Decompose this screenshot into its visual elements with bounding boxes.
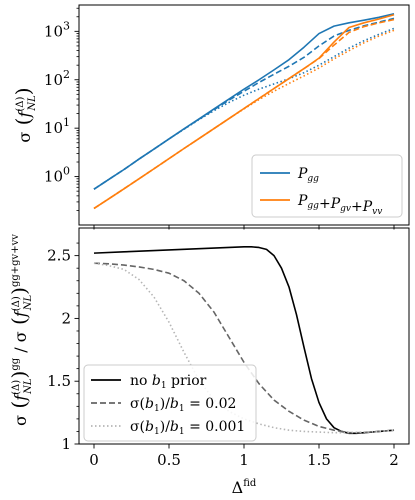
legend-label-p001: σ(b1)/b1 = 0.001 [130, 419, 245, 437]
series-all-dotted [93, 29, 395, 210]
top-axes-frame [78, 4, 410, 226]
y-tick-label: 1.5 [47, 372, 71, 390]
bottom-legend [83, 364, 257, 442]
x-tick-label: 1 [239, 451, 249, 469]
x-tick-label: 0 [89, 451, 99, 469]
x-tick-label: 0.5 [157, 451, 181, 469]
x-axis-label: Δfid [232, 478, 257, 497]
series-gg-dotted [93, 27, 395, 190]
y-axis-label: σ (f(Δ)NL) [11, 87, 38, 142]
bottom-axes-frame [78, 227, 410, 445]
y-tick-label: 102 [44, 68, 70, 89]
y-axis-label: σ (f(Δ)NL)gg / σ (f(Δ)NL)gg+gv+vv [7, 234, 34, 426]
top-legend [251, 154, 403, 218]
x-tick-label: 1.5 [307, 451, 331, 469]
legend-label-all: Pgg+Pgv+Pvv [297, 193, 382, 217]
y-tick-label: 100 [44, 165, 70, 186]
legend-label-p02: σ(b1)/b1 = 0.02 [130, 396, 236, 414]
legend-label-none: no b1 prior [130, 373, 207, 391]
y-tick-label: 2.5 [47, 247, 71, 265]
y-tick-label: 103 [44, 19, 70, 40]
series-p001 [93, 262, 395, 434]
y-tick-label: 2 [61, 309, 71, 327]
legend-label-gg: Pgg [297, 166, 319, 184]
series-p02 [93, 262, 395, 434]
y-tick-label: 101 [44, 116, 70, 137]
x-tick-label: 2 [389, 451, 399, 469]
bottom-panel: 1 1.5 2 2.5 0 0.5 1 1.5 2 Δfid σ (f(Δ)NL)gg / σ (f… [7, 227, 410, 497]
top-panel: 100 101 102 103 σ (f(Δ)NL) Pgg Pgg+Pgv+Pvv [11, 4, 410, 230]
y-tick-label: 1 [61, 435, 71, 453]
